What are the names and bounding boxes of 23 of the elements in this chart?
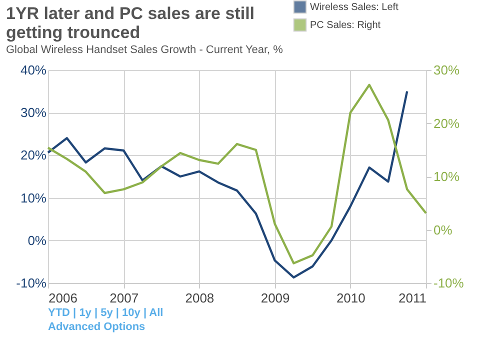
chart-title: 1YR later and PC sales are still getting trounced <box>6 4 255 42</box>
x-tick-label: 2008 <box>185 290 214 306</box>
text: YTD | 1y | 5y | 10y | All <box>48 307 164 319</box>
x-tick-label: 2006 <box>48 290 78 306</box>
x-tick-label: 2007 <box>110 290 139 306</box>
legend-label: Wireless Sales: Left <box>310 2 399 13</box>
x-tick-label: 2010 <box>336 290 366 306</box>
text: Advanced Options <box>48 321 146 333</box>
chart-subtitle: Global Wireless Handset Sales Growth - Current Year, % <box>6 44 284 56</box>
y-tick-label: 10% <box>20 190 47 206</box>
y-tick-label: 40% <box>20 62 47 78</box>
y-tick-label: 30% <box>20 105 47 120</box>
y2-tick-label: 30% <box>434 62 460 78</box>
x-tick-label: 2009 <box>260 290 290 306</box>
y2-tick-label: 0% <box>434 222 453 238</box>
x-tick-label: 2011 <box>398 290 426 306</box>
y2-tick-label: -10% <box>434 276 464 290</box>
y-tick-label: 20% <box>20 148 47 163</box>
y2-tick-label: 20% <box>434 116 460 131</box>
y2-tick-label: 10% <box>434 169 460 184</box>
y-tick-label: 0% <box>28 232 47 248</box>
legend-label: PC Sales: Right <box>310 20 381 31</box>
y-tick-label: -10% <box>16 276 47 290</box>
